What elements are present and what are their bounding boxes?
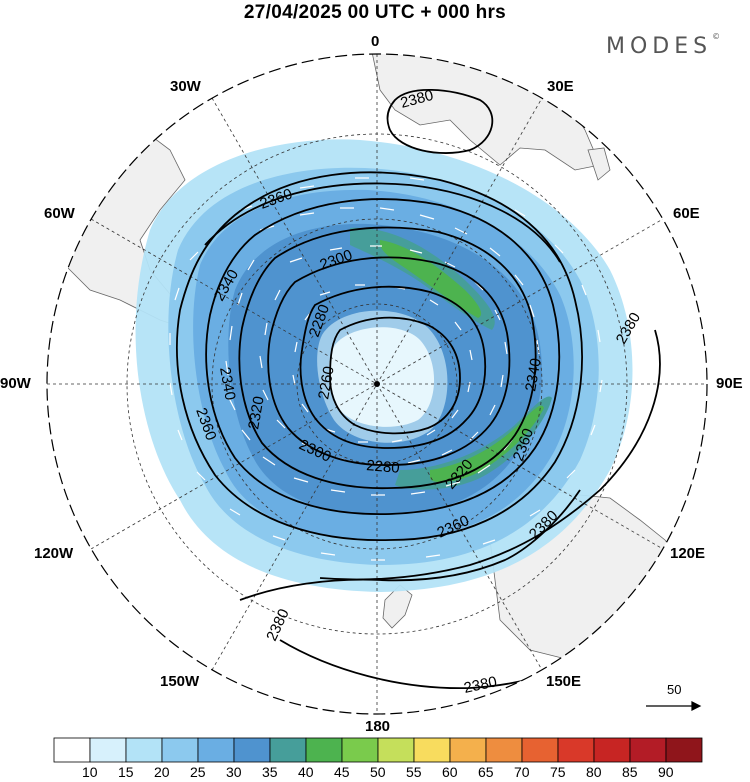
lon-label-0: 0: [371, 33, 380, 50]
colorbar-swatch: [305, 737, 343, 763]
wind-shading: [135, 139, 633, 592]
colorbar-tick-label: 80: [586, 764, 602, 780]
colorbar-tick-label: 65: [478, 764, 494, 780]
colorbar-tick-label: 10: [82, 764, 98, 780]
shade-15-core: [317, 310, 448, 443]
colorbar-swatch: [413, 737, 451, 763]
lon-label-180: 180: [365, 718, 391, 735]
shade-40-se: [395, 396, 552, 490]
contour-2300: [267, 256, 511, 466]
contour-2280: [299, 285, 487, 449]
colorbar-swatch: [125, 737, 163, 763]
contour-2320: [238, 226, 537, 490]
vector-scale-arrow: [646, 701, 702, 711]
colorbar-swatch: [377, 737, 415, 763]
colorbar-tick-label: 60: [442, 764, 458, 780]
contour-2380-southwest: [239, 489, 581, 601]
lon-label-120e: 120E: [670, 545, 706, 562]
shade-45-ne: [379, 240, 482, 318]
lon-label-60w: 60W: [44, 205, 75, 222]
contour-2360-inner: [204, 182, 561, 263]
lon-label-120w: 120W: [34, 545, 74, 562]
shade-45-se: [430, 405, 544, 483]
colorbar: [53, 737, 703, 763]
colorbar-tick-label: 75: [550, 764, 566, 780]
colorbar-tick-label: 15: [118, 764, 134, 780]
colorbar-tick-label: 20: [154, 764, 170, 780]
vector-row-d: [169, 177, 603, 561]
colorbar-swatch: [53, 737, 91, 763]
map-title: 27/04/2025 00 UTC + 000 hrs: [243, 2, 507, 23]
brand-name: MODES: [606, 34, 713, 59]
colorbar-tick-label: 85: [622, 764, 638, 780]
colorbar-tick-label: 45: [334, 764, 350, 780]
colorbar-tick-label: 30: [226, 764, 242, 780]
colorbar-tick-label: 35: [262, 764, 278, 780]
colorbar-swatch: [197, 737, 235, 763]
colorbar-swatch: [485, 737, 523, 763]
contour-2260: [329, 316, 461, 435]
colorbar-swatch: [557, 737, 595, 763]
contour-label: 2380: [462, 673, 498, 697]
colorbar-swatch: [341, 737, 379, 763]
brand-logo: MODES©: [606, 32, 721, 59]
map-boundary: [46, 53, 708, 715]
colorbar-swatch: [269, 737, 307, 763]
lon-label-30e: 30E: [547, 78, 574, 95]
contour-label: 2340: [522, 357, 545, 393]
contour-label: 2260: [315, 365, 338, 401]
pole-marker: [374, 381, 380, 387]
vector-scale-label: 50: [667, 682, 681, 697]
colorbar-tick-label: 90: [658, 764, 674, 780]
lon-label-60e: 60E: [673, 205, 700, 222]
lon-label-90e: 90E: [716, 375, 743, 392]
colorbar-swatch: [593, 737, 631, 763]
lon-label-90w: 90W: [0, 375, 31, 392]
contour-2360-outer: [176, 171, 583, 541]
colorbar-swatch: [161, 737, 199, 763]
vector-row-c: [292, 284, 473, 443]
colorbar-tick-label: 50: [370, 764, 386, 780]
brand-mark: ©: [712, 32, 721, 41]
lon-label-150w: 150W: [160, 673, 200, 690]
lon-label-30w: 30W: [170, 78, 201, 95]
contour-label: 2340: [216, 366, 239, 402]
contour-2340: [205, 198, 561, 516]
colorbar-swatch: [449, 737, 487, 763]
colorbar-swatch: [89, 737, 127, 763]
land-madagascar: [587, 147, 611, 181]
colorbar-tick-label: 70: [514, 764, 530, 780]
contour-label: 2320: [245, 395, 268, 431]
colorbar-tick-label: 55: [406, 764, 422, 780]
lon-label-150e: 150E: [546, 673, 582, 690]
contour-label: 2280: [366, 457, 401, 477]
contour-2380-top: [386, 88, 494, 154]
colorbar-swatch: [233, 737, 271, 763]
contour-label: 2380: [263, 606, 293, 643]
colorbar-swatch: [629, 737, 667, 763]
colorbar-swatch: [665, 737, 703, 763]
colorbar-tick-label: 40: [298, 764, 314, 780]
colorbar-swatch: [521, 737, 559, 763]
colorbar-tick-label: 25: [190, 764, 206, 780]
